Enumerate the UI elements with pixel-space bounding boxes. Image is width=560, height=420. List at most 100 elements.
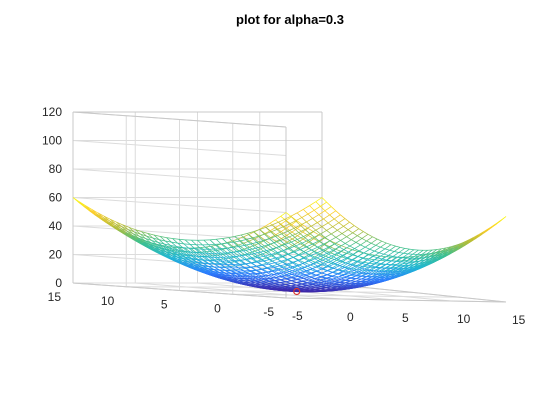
mesh-edge <box>400 257 408 263</box>
mesh-edge <box>210 256 217 262</box>
mesh-edge <box>284 283 291 285</box>
mesh-edge <box>330 277 337 281</box>
mesh-edge <box>133 231 140 237</box>
mesh-edge <box>296 263 303 266</box>
mesh-edge <box>185 256 191 261</box>
mesh-edge <box>337 266 343 270</box>
mesh-edge <box>345 262 351 265</box>
mesh-edge <box>273 242 280 248</box>
mesh-edge <box>348 271 355 273</box>
mesh-edge <box>381 263 386 265</box>
mesh-edge <box>308 260 314 265</box>
mesh-edge <box>320 259 327 262</box>
mesh-edge <box>348 272 353 275</box>
mesh-edge <box>334 260 342 264</box>
mesh-edge <box>158 239 166 242</box>
mesh-edge <box>305 269 311 273</box>
mesh-edge <box>200 248 207 254</box>
mesh-edge <box>315 226 323 231</box>
mesh-edge <box>385 273 393 278</box>
mesh-edge <box>373 256 378 259</box>
mesh-edge <box>300 246 307 250</box>
mesh-edge <box>286 237 292 243</box>
mesh-edge <box>145 238 151 243</box>
mesh-edge <box>235 273 242 277</box>
mesh-edge <box>329 282 335 285</box>
mesh-edge <box>382 270 388 274</box>
mesh-edge <box>157 242 164 247</box>
mesh-edge <box>196 261 202 266</box>
mesh-edge <box>392 256 398 258</box>
mesh-edge <box>344 267 350 270</box>
mesh-edge <box>394 251 399 253</box>
mesh-edge <box>287 228 295 232</box>
mesh-edge <box>275 236 281 241</box>
mesh-edge <box>318 234 325 239</box>
mesh-edge <box>261 262 267 266</box>
mesh-edge <box>348 251 354 255</box>
mesh-edge <box>413 260 420 265</box>
mesh-edge <box>244 266 251 268</box>
mesh-edge <box>253 276 259 280</box>
mesh-edge <box>383 268 390 272</box>
mesh-edge <box>446 246 451 249</box>
mesh-edge <box>303 277 309 281</box>
mesh-edge <box>390 256 397 262</box>
mesh-edge <box>260 252 267 255</box>
mesh-edge <box>335 237 341 241</box>
mesh-edge <box>323 214 330 220</box>
mesh-edge <box>176 246 183 248</box>
mesh-edge <box>141 231 148 234</box>
mesh-edge <box>284 241 292 245</box>
mesh-edge <box>166 237 172 243</box>
mesh-edge <box>303 236 309 241</box>
mesh-edge <box>368 250 375 256</box>
mesh-edge <box>217 249 223 251</box>
mesh-edge <box>375 244 381 248</box>
mesh-edge <box>303 257 310 262</box>
mesh-edge <box>251 278 258 282</box>
mesh-edge <box>209 260 216 265</box>
mesh-edge <box>375 276 382 280</box>
mesh-edge <box>349 265 356 270</box>
mesh-edge <box>307 227 314 233</box>
mesh-edge <box>295 245 301 250</box>
mesh-edge <box>252 258 259 263</box>
minimum-marker <box>293 287 301 296</box>
mesh-edge <box>202 262 209 267</box>
mesh-edge <box>436 248 442 250</box>
mesh-edge <box>314 276 321 279</box>
mesh-edge <box>227 247 234 253</box>
mesh-edge <box>298 232 304 237</box>
mesh-edge <box>252 273 258 276</box>
mesh-edge <box>146 235 153 239</box>
mesh-edge <box>265 255 271 260</box>
mesh-edge <box>214 263 221 268</box>
mesh-edge <box>233 240 240 243</box>
mesh-edge <box>271 255 278 260</box>
mesh-edge <box>270 231 276 237</box>
mesh-edge <box>317 243 324 248</box>
mesh-edge <box>221 242 228 245</box>
mesh-edge <box>290 275 296 278</box>
mesh-edge <box>266 260 273 264</box>
mesh-edge <box>284 244 291 249</box>
mesh-edge <box>501 216 507 221</box>
mesh-edge <box>264 233 271 238</box>
mesh-edge <box>247 274 253 276</box>
mesh-edge <box>318 266 324 269</box>
mesh-edge <box>389 264 396 269</box>
mesh-edge <box>329 240 335 245</box>
mesh-edge <box>212 253 218 258</box>
mesh-edge <box>173 246 181 252</box>
mesh-edge <box>309 254 316 258</box>
mesh-edge <box>135 229 142 232</box>
mesh-edge <box>291 224 298 229</box>
mesh-edge <box>318 281 325 284</box>
chart-title: plot for alpha=0.3 <box>236 12 344 27</box>
mesh-edge <box>256 240 264 243</box>
mesh-edge <box>332 272 338 275</box>
mesh-edge <box>295 242 303 247</box>
mesh-edge <box>259 240 266 244</box>
